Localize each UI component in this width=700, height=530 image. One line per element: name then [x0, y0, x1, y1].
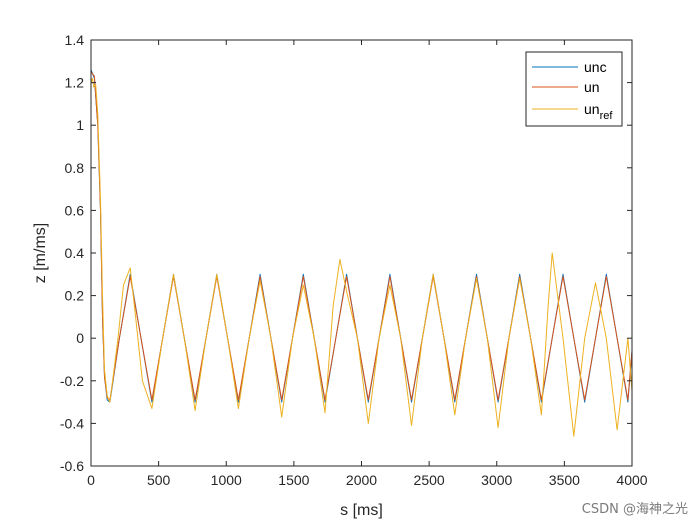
y-tick-label: 0.8: [65, 160, 85, 176]
x-tick-label: 4000: [616, 472, 647, 488]
y-tick-label: 1.4: [65, 32, 85, 48]
y-tick-label: -0.4: [60, 415, 84, 431]
x-tick-label: 3500: [549, 472, 580, 488]
x-tick-label: 2500: [414, 472, 445, 488]
y-tick-label: 0: [76, 330, 84, 346]
x-tick-label: 1500: [278, 472, 309, 488]
legend-label-unc: unc: [584, 59, 607, 75]
watermark-text: CSDN @海神之光: [581, 502, 688, 517]
y-tick-label: 1.2: [65, 75, 85, 91]
y-tick-label: -0.2: [60, 373, 84, 389]
legend-box: [525, 51, 623, 127]
y-tick-label: 0.2: [65, 288, 85, 304]
x-tick-label: 0: [87, 472, 95, 488]
y-tick-label: 1: [76, 117, 84, 133]
legend-label-un: un: [584, 79, 600, 95]
series-group: [91, 69, 632, 437]
x-tick-label: 3000: [481, 472, 512, 488]
x-tick-label: 500: [147, 472, 171, 488]
y-tick-label: 0.6: [65, 202, 85, 218]
series-line-un-ref: [91, 77, 632, 437]
y-axis-label: z [m/ms]: [32, 223, 49, 283]
y-tick-label: 0.4: [65, 245, 85, 261]
x-axis-label: s [ms]: [340, 502, 383, 519]
x-tick-label: 1000: [211, 472, 242, 488]
y-tick-label: -0.6: [60, 458, 84, 474]
x-tick-label: 2000: [346, 472, 377, 488]
